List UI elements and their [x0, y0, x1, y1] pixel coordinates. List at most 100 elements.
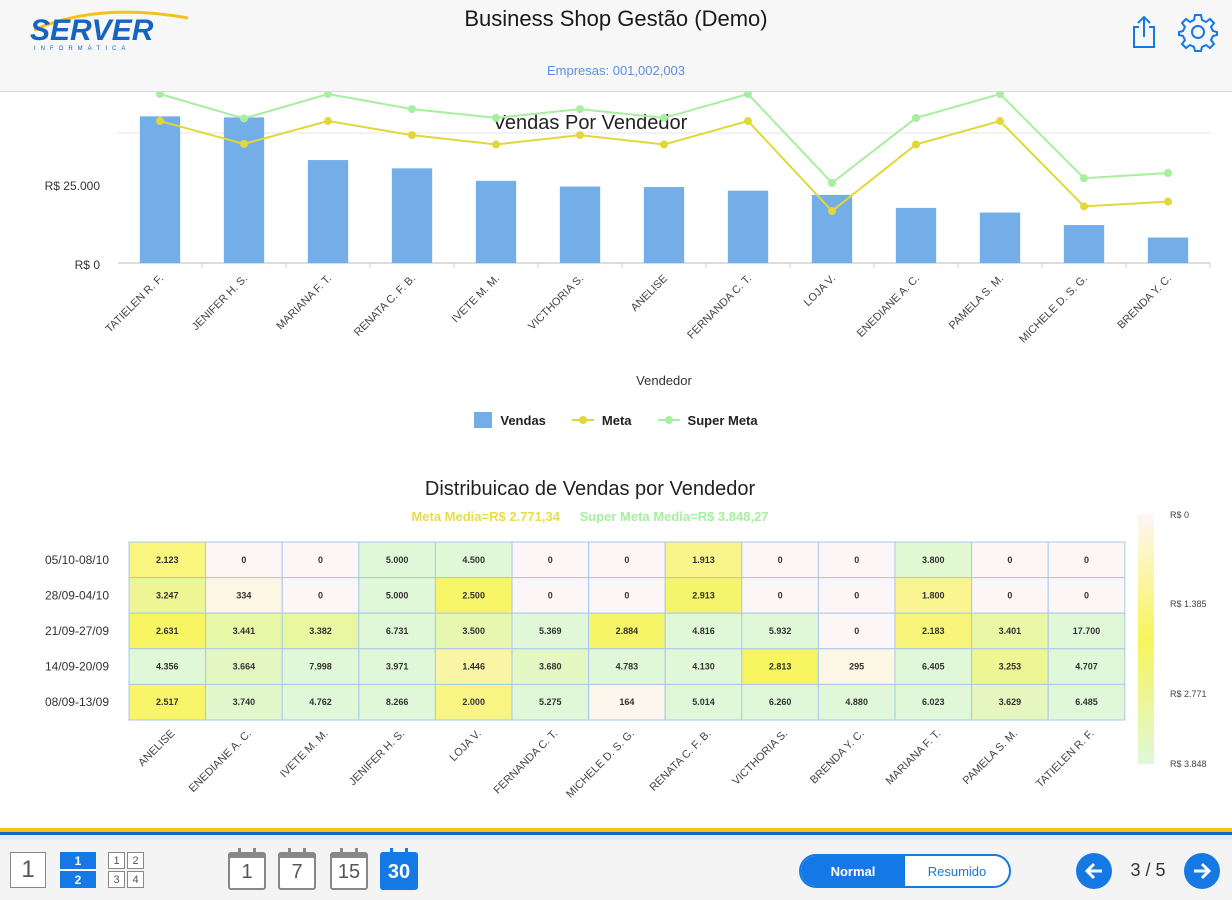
line-point[interactable] [492, 140, 500, 149]
heatmap-cell[interactable] [205, 541, 283, 579]
heatmap-cell[interactable] [205, 683, 283, 721]
heatmap-cell[interactable] [664, 612, 743, 650]
heatmap-cell[interactable] [741, 541, 819, 579]
line-point[interactable] [996, 92, 1004, 98]
mode-normal-button[interactable]: Normal [801, 856, 905, 886]
heatmap-cell[interactable] [358, 541, 436, 579]
bar[interactable] [1063, 225, 1105, 263]
heatmap-cell[interactable] [358, 612, 436, 650]
heatmap-cell[interactable] [588, 541, 666, 579]
heatmap-cell[interactable] [894, 577, 973, 614]
heatmap-cell[interactable] [205, 577, 283, 614]
heatmap-cell[interactable] [128, 541, 207, 579]
legend-item-vendas[interactable]: Vendas [474, 412, 546, 428]
heatmap-cell[interactable] [434, 541, 513, 579]
heatmap-cell[interactable] [741, 577, 819, 614]
bar[interactable] [643, 187, 685, 263]
mode-resumido-button[interactable]: Resumido [927, 863, 987, 879]
heatmap-cell[interactable] [741, 648, 819, 685]
heatmap-cell[interactable] [511, 541, 590, 579]
heatmap-cell[interactable] [434, 577, 513, 614]
share-button[interactable] [1124, 12, 1164, 52]
heatmap-cell[interactable] [664, 648, 743, 685]
heatmap-cell[interactable] [817, 683, 896, 721]
bar[interactable] [559, 186, 601, 263]
line-point[interactable] [324, 117, 332, 126]
heatmap-cell[interactable] [205, 648, 283, 685]
line-point[interactable] [576, 105, 584, 114]
line-point[interactable] [660, 140, 668, 149]
heatmap-cell[interactable] [434, 648, 513, 685]
bar[interactable] [139, 116, 181, 263]
heatmap-cell[interactable] [817, 648, 896, 685]
heatmap-cell[interactable] [511, 648, 590, 685]
heatmap-cell[interactable] [1047, 541, 1126, 579]
line-point[interactable] [240, 139, 248, 148]
heatmap-cell[interactable] [511, 577, 590, 614]
bar[interactable] [475, 180, 517, 263]
heatmap-cell[interactable] [894, 648, 973, 685]
heatmap-cell[interactable] [588, 648, 666, 685]
heatmap-cell[interactable] [1047, 612, 1126, 650]
line-point[interactable] [828, 178, 836, 187]
line-point[interactable] [1164, 197, 1172, 206]
layout-single-button[interactable]: 1 [10, 852, 46, 888]
line-point[interactable] [744, 92, 752, 98]
heatmap-cell[interactable] [281, 648, 360, 685]
line-point[interactable] [1164, 169, 1172, 178]
heatmap-cell[interactable] [511, 612, 590, 650]
line-point[interactable] [1080, 174, 1088, 183]
bar[interactable] [1147, 237, 1189, 263]
heatmap-cell[interactable] [128, 683, 207, 721]
heatmap-cell[interactable] [511, 683, 590, 721]
heatmap-cell[interactable] [894, 612, 973, 650]
heatmap-cell[interactable] [434, 612, 513, 650]
heatmap-cell[interactable] [894, 541, 973, 579]
bar[interactable] [811, 194, 853, 263]
heatmap-cell[interactable] [971, 541, 1049, 579]
bar[interactable] [895, 207, 937, 263]
heatmap-cell[interactable] [664, 541, 743, 579]
legend-item-meta[interactable]: Meta [571, 412, 632, 428]
heatmap-cell[interactable] [971, 612, 1049, 650]
heatmap-cell[interactable] [358, 648, 436, 685]
heatmap-cell[interactable] [1047, 648, 1126, 685]
heatmap-cell[interactable] [434, 683, 513, 721]
heatmap-cell[interactable] [281, 577, 360, 614]
line-point[interactable] [996, 117, 1004, 126]
line-point[interactable] [240, 114, 248, 123]
heatmap-cell[interactable] [817, 541, 896, 579]
line-point[interactable] [828, 207, 836, 215]
line-point[interactable] [912, 140, 920, 149]
bar[interactable] [307, 160, 349, 263]
line-point[interactable] [408, 131, 416, 140]
line-point[interactable] [744, 117, 752, 126]
heatmap-cell[interactable] [1047, 683, 1126, 721]
next-page-button[interactable] [1184, 853, 1220, 889]
heatmap-cell[interactable] [128, 577, 207, 614]
period-1-day-button[interactable]: 1 [228, 848, 266, 890]
heatmap-cell[interactable] [281, 683, 360, 721]
previous-page-button[interactable] [1076, 853, 1112, 889]
legend-item-super-meta[interactable]: Super Meta [657, 412, 758, 428]
bar[interactable] [727, 190, 769, 263]
heatmap-cell[interactable] [358, 683, 436, 721]
heatmap-cell[interactable] [817, 612, 896, 650]
bar[interactable] [391, 168, 433, 263]
heatmap-cell[interactable] [971, 648, 1049, 685]
settings-button[interactable] [1178, 12, 1218, 52]
heatmap-cell[interactable] [205, 612, 283, 650]
line-point[interactable] [492, 113, 500, 122]
line-point[interactable] [576, 131, 584, 140]
line-point[interactable] [1080, 202, 1088, 211]
line-point[interactable] [156, 117, 164, 126]
line-point[interactable] [324, 92, 332, 98]
line-point[interactable] [156, 92, 164, 98]
line-point[interactable] [408, 105, 416, 114]
line-point[interactable] [912, 113, 920, 122]
bar[interactable] [979, 212, 1021, 263]
heatmap-cell[interactable] [664, 683, 743, 721]
layout-two-button[interactable]: 1 2 [60, 852, 96, 888]
period-7-days-button[interactable]: 7 [278, 848, 316, 890]
line-point[interactable] [660, 113, 668, 122]
